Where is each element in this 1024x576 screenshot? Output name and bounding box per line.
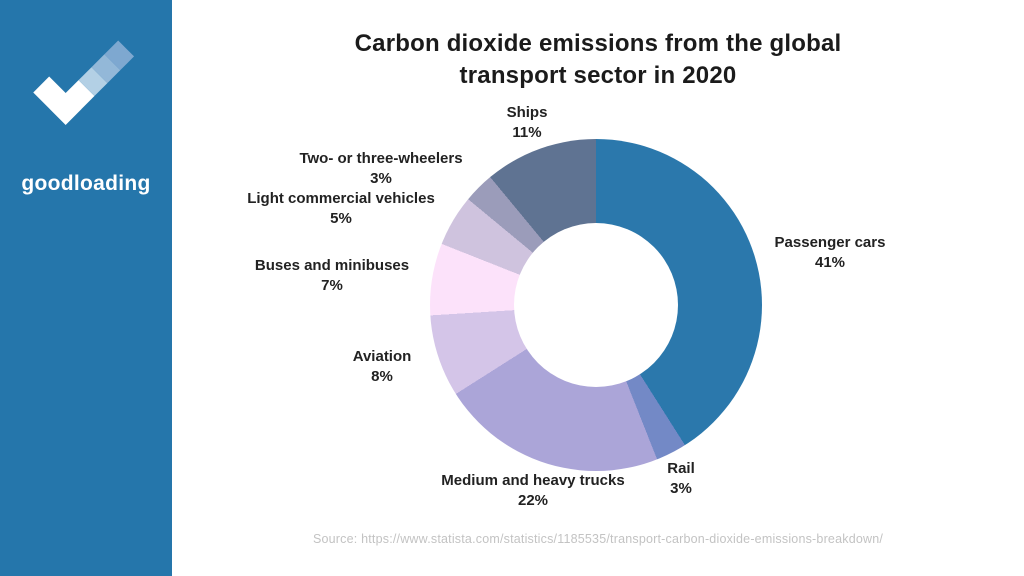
check-long-arm-seg1 [78,67,108,97]
donut-chart [430,139,762,471]
goodloading-check-icon [33,40,135,125]
check-long-arm-white [49,80,95,125]
slice-name: Light commercial vehicles [247,190,435,207]
slice-label-ships: Ships 11% [507,103,548,143]
slice-name: Ships [506,104,548,121]
slice-name: Medium and heavy trucks [441,472,625,489]
slice-name: Aviation [352,348,412,365]
check-long-arm-seg3 [104,40,135,71]
slice-pct: 22% [517,492,549,509]
slice-name: Two- or three-wheelers [299,150,463,167]
slice-pct: 5% [330,210,352,227]
slice-name: Rail [667,460,695,477]
check-long-arm-seg2 [91,54,121,84]
slice-pct: 41% [814,254,846,271]
slice-name: Buses and minibuses [254,257,410,274]
slice-name: Passenger cars [774,234,886,251]
source-citation: Source: https://www.statista.com/statist… [312,532,884,546]
brand-name: goodloading [21,172,151,195]
slice-pct: 8% [371,368,393,385]
sidebar: goodloading [0,0,172,576]
chart-title-line2: transport sector in 2020 [459,62,737,89]
slice-label-medium-heavy-trucks: Medium and heavy trucks 22% [441,471,624,511]
slice-pct: 11% [512,124,542,141]
slice-pct: 7% [321,277,343,294]
chart-title: Carbon dioxide emissions from the global… [172,28,1024,92]
slice-label-passenger-cars: Passenger cars 41% [775,233,886,273]
slice-pct: 3% [670,480,692,497]
chart-title-line1: Carbon dioxide emissions from the global [354,30,842,57]
slice-label-rail: Rail 3% [667,459,695,499]
slice-label-two-three-wheelers: Two- or three-wheelers 3% [299,149,462,189]
slice-label-light-commercial-vehicles: Light commercial vehicles 5% [247,189,435,229]
donut-hole [514,223,678,387]
slice-label-aviation: Aviation 8% [353,347,412,387]
slice-pct: 3% [370,170,392,187]
slice-label-buses-minibuses: Buses and minibuses 7% [255,256,409,296]
